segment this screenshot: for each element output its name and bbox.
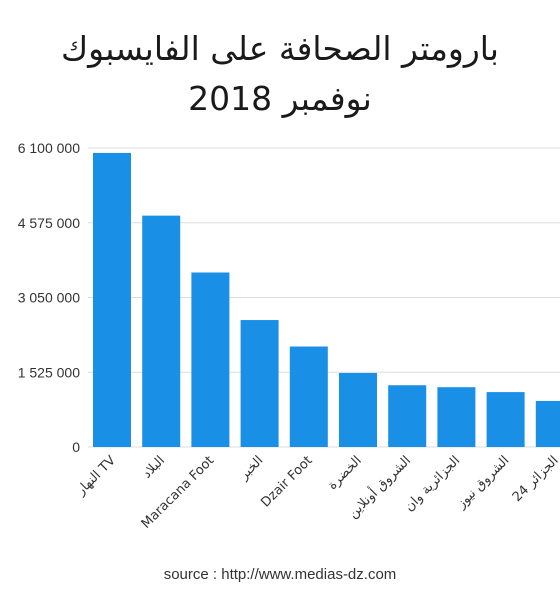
x-tick-label: Dzair Foot	[258, 453, 315, 510]
bar	[240, 320, 279, 447]
x-tick-label: الخضرة	[325, 453, 365, 493]
bar	[289, 346, 328, 447]
x-tick-label: الخبر	[236, 453, 266, 483]
x-tick-label: الجزائر 24	[510, 453, 560, 505]
x-tick-label: البلاد	[140, 453, 168, 481]
x-tick-label: النهار TV	[73, 453, 119, 499]
y-tick-label: 6 100 000	[18, 140, 80, 156]
chart-title-line-1: بارومتر الصحافة على الفايسبوك	[60, 29, 499, 68]
y-tick-label: 0	[72, 439, 80, 455]
source-note: source : http://www.medias-dz.com	[163, 566, 397, 583]
x-tick-label: الشروق نيوز	[453, 453, 512, 512]
bar	[339, 372, 377, 447]
bar	[437, 387, 476, 447]
bar	[486, 392, 525, 447]
bar	[93, 152, 131, 447]
y-axis-ticks: 0 1 525 000 3 050 000 4 575 000 6 100 000	[18, 140, 81, 455]
bars	[93, 152, 560, 447]
chart-title-line-2: نوفمبر 2018	[188, 79, 372, 118]
bar	[535, 400, 560, 447]
y-tick-label: 4 575 000	[18, 215, 80, 231]
bar	[388, 385, 427, 447]
bar	[191, 272, 230, 447]
y-tick-label: 1 525 000	[18, 364, 80, 380]
chart-title: بارومتر الصحافة على الفايسبوك نوفمبر 201…	[0, 24, 560, 124]
y-tick-label: 3 050 000	[18, 290, 80, 306]
bar	[142, 215, 181, 447]
